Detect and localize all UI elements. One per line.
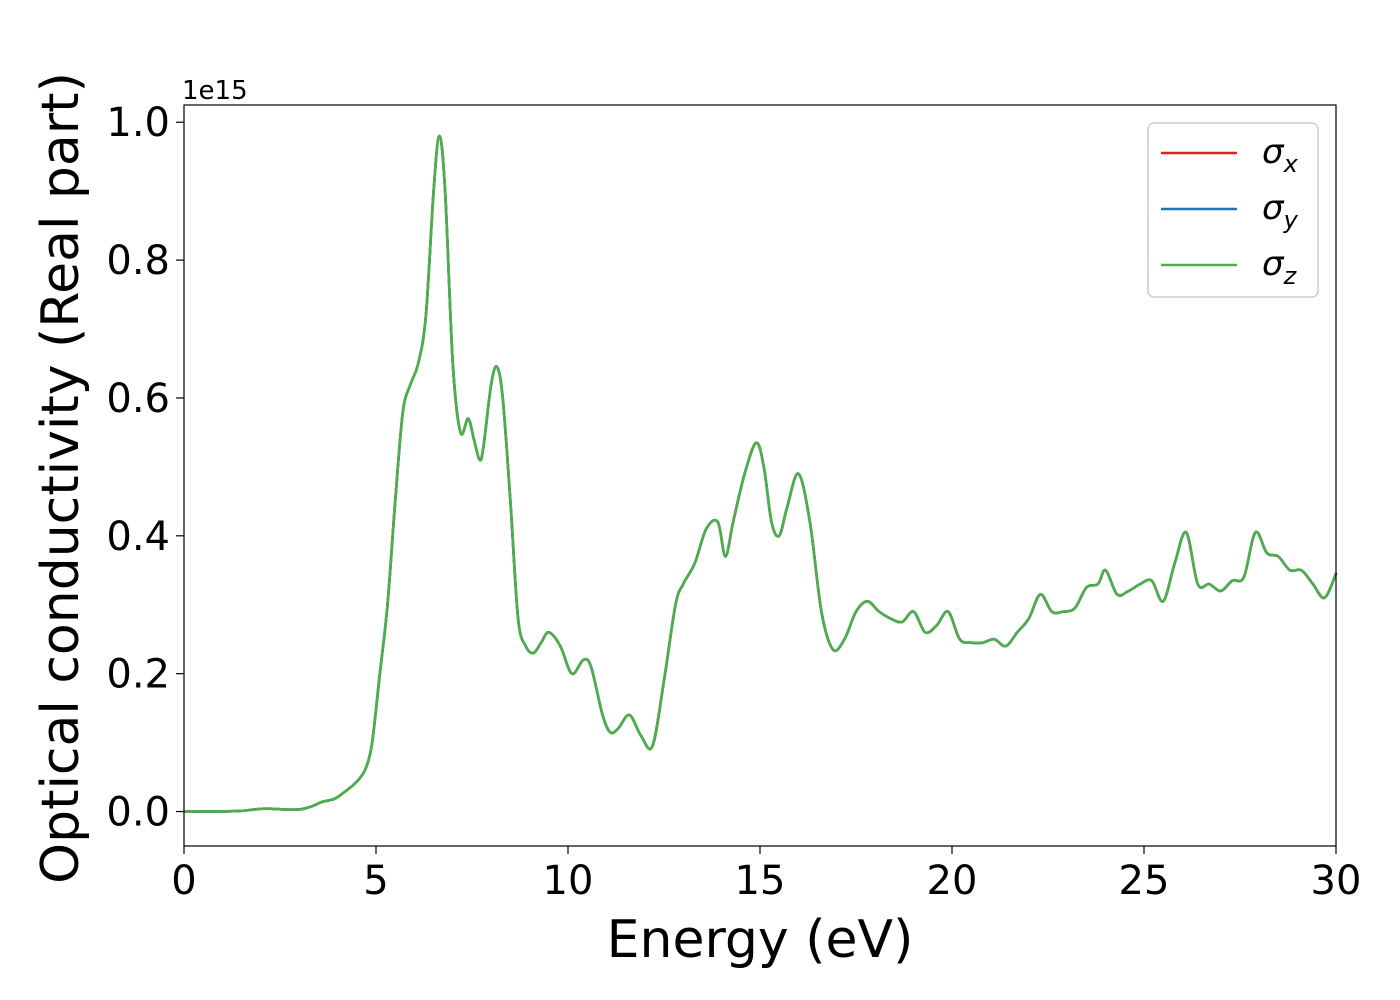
series-layer bbox=[182, 134, 1338, 813]
y-tick-label: 0.6 bbox=[106, 376, 170, 422]
legend-label-base: σ bbox=[1262, 244, 1285, 284]
x-tick-label: 20 bbox=[927, 858, 978, 904]
x-tick-label: 5 bbox=[363, 858, 388, 904]
y-offset-text: 1e15 bbox=[182, 76, 248, 106]
y-tick-label: 0.2 bbox=[106, 652, 170, 698]
y-tick-label: 0.8 bbox=[106, 238, 170, 284]
legend-label-x: σx bbox=[1262, 132, 1299, 178]
legend-label-y: σy bbox=[1262, 188, 1299, 234]
y-tick-label: 0.0 bbox=[106, 790, 170, 836]
x-tick-label: 15 bbox=[735, 858, 786, 904]
y-axis-ticks: 0.0 0.2 0.4 0.6 0.8 1.0 bbox=[106, 100, 184, 836]
series-line-z bbox=[182, 134, 1338, 813]
legend-label-base: σ bbox=[1262, 188, 1285, 228]
y-tick-label: 1.0 bbox=[106, 100, 170, 146]
x-tick-label: 10 bbox=[543, 858, 594, 904]
legend-label-subscript: x bbox=[1283, 150, 1299, 178]
plot-background bbox=[184, 105, 1336, 846]
legend-label-z: σz bbox=[1262, 244, 1298, 290]
legend-label-subscript: z bbox=[1283, 262, 1298, 290]
x-axis-ticks: 0 5 10 15 20 25 30 bbox=[171, 846, 1361, 904]
legend-label-subscript: y bbox=[1283, 206, 1299, 234]
legend-label-base: σ bbox=[1262, 132, 1285, 172]
x-tick-label: 30 bbox=[1311, 858, 1362, 904]
y-axis-title: Optical conductivity (Real part) bbox=[31, 72, 91, 884]
y-tick-label: 0.4 bbox=[106, 514, 170, 560]
x-axis-title: Energy (eV) bbox=[607, 910, 914, 970]
x-tick-label: 0 bbox=[171, 858, 196, 904]
x-tick-label: 25 bbox=[1119, 858, 1170, 904]
